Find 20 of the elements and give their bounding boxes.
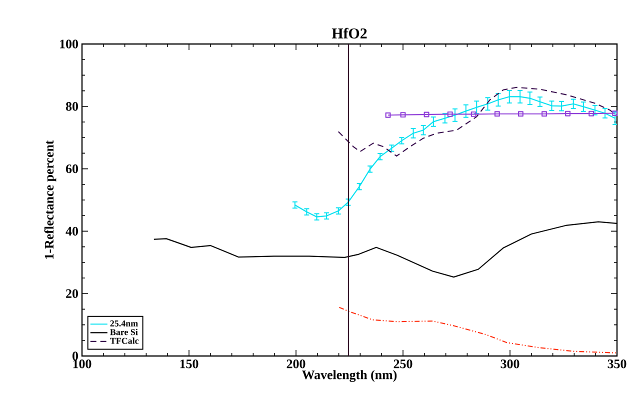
- y-tick-label: 40: [66, 226, 78, 236]
- x-tick-label: 250: [394, 360, 412, 368]
- y-tick-label: 60: [66, 164, 78, 174]
- x-tick-label: 200: [286, 360, 306, 368]
- y-tick-label: 20: [66, 289, 78, 298]
- chart-title: HfO2: [332, 28, 367, 38]
- line-series: [338, 306, 616, 354]
- legend-label: 25.4nm: [110, 320, 138, 326]
- legend-label: Bare Si: [110, 328, 138, 336]
- x-tick-label: 100: [73, 360, 92, 368]
- x-tick-label: 150: [180, 360, 198, 368]
- y-tick-label: 80: [66, 102, 78, 111]
- y-tick-label: 0: [72, 352, 78, 360]
- y-tick-label: 100: [60, 40, 78, 48]
- y-axis-title: 1-Reflectance percent: [44, 140, 56, 259]
- x-tick-label: 300: [500, 360, 520, 368]
- line-series: [338, 86, 618, 157]
- x-axis-title: Wavelength (nm): [302, 370, 397, 382]
- x-tick-label: 350: [608, 360, 626, 368]
- legend-label: TFCalc: [110, 338, 139, 344]
